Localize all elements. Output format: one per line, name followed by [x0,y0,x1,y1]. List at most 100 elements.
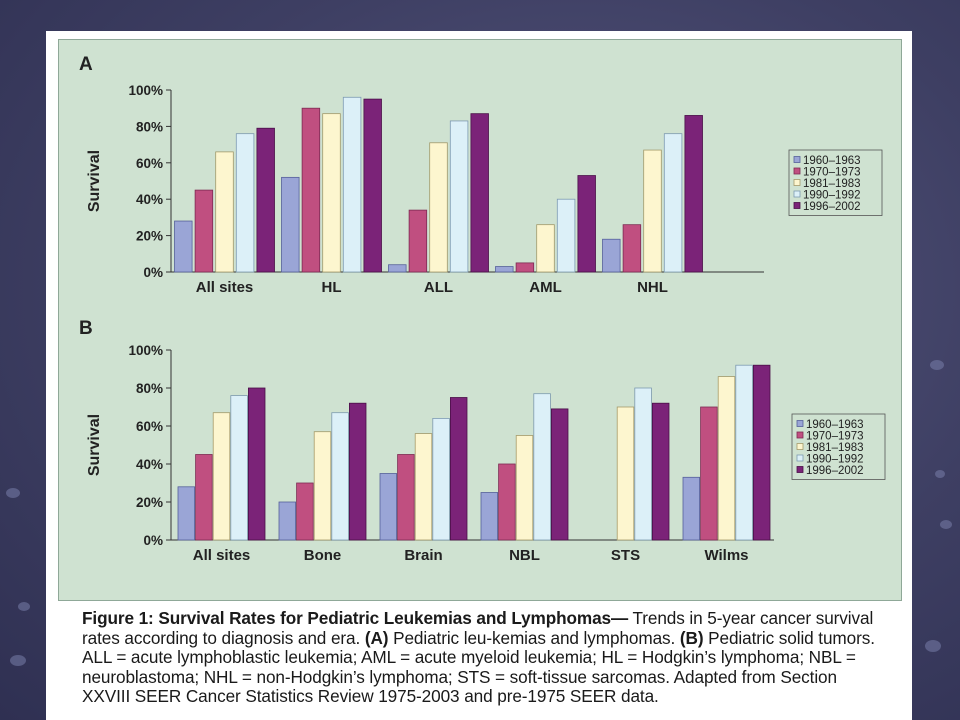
x-tick-label: Brain [404,547,442,564]
y-tick-label: 0% [143,265,163,280]
x-tick-label: NHL [637,279,668,296]
y-tick-label: 100% [128,343,163,358]
y-tick-label: 20% [136,495,163,510]
bar [408,209,428,273]
legend-label: 1990–1992 [803,190,861,202]
bar [556,198,576,273]
background-dot [925,640,941,652]
y-tick-label: 60% [136,419,163,434]
bar [682,476,701,541]
y-tick-label: 40% [136,192,163,207]
bar [498,463,516,541]
bar [363,98,382,273]
legend-box [791,413,886,480]
caption-body-3: Pediatric solid tumors. ALL = acute lymp… [82,627,875,707]
bar [414,433,433,541]
x-tick-label: Wilms [704,547,748,564]
bar [429,142,448,273]
x-tick-label: NBL [509,547,540,564]
legend-swatch [796,454,804,462]
background-dot [18,602,30,611]
bar [235,133,255,273]
legend-label: 1960–1963 [806,419,864,431]
y-tick-label: 80% [136,381,163,396]
background-dot [930,360,944,370]
legend-swatch [793,202,801,209]
y-tick-label: 20% [136,229,163,244]
bar [449,120,469,273]
bar [700,406,718,541]
x-tick-label: STS [611,547,640,564]
bar [397,454,415,541]
legend-label: 1996–2002 [806,465,864,477]
bar [495,266,514,273]
bar [230,395,248,541]
legend-swatch [793,167,801,175]
bar [256,127,275,273]
bar [602,238,621,273]
legend-swatch [796,443,804,450]
figure-caption: Figure 1: Survival Rates for Pediatric L… [82,608,882,707]
bar [301,107,321,273]
legend-label: 1996–2002 [803,201,861,213]
bar [616,406,635,541]
x-tick-label: HL [322,279,342,296]
bar [515,435,534,541]
caption-body-1: Trends in 5-year cancer survival rates a… [82,608,874,648]
legend-label: 1981–1983 [806,442,864,454]
bar [717,376,736,541]
x-tick-label: Bone [304,547,342,564]
bar [663,133,683,273]
bar [735,364,753,541]
bar [643,149,662,273]
bar [174,220,193,273]
bar [480,492,499,541]
bar [753,364,771,541]
bar [278,501,297,541]
slide: A 0% 20% 40% 60% 80% 100% Survival All sites HL AL… [46,31,912,720]
caption-dash: — [611,608,629,628]
background-dot [6,488,20,498]
bar [194,189,214,273]
bar [313,431,332,541]
panel-label: B [79,318,93,339]
x-tick-label: AML [529,279,562,296]
legend-label: 1981–1983 [803,178,861,190]
bar [536,224,555,273]
x-tick-label: All sites [196,279,254,296]
background-dot [940,520,952,529]
bar [215,151,234,273]
legend-label: 1990–1992 [806,454,864,466]
y-tick-label: 60% [136,156,163,171]
y-tick-label: 0% [143,533,163,548]
bar [195,454,213,541]
caption-label-a: (A) [364,627,389,648]
bar [652,402,670,541]
figure-panel: A 0% 20% 40% 60% 80% 100% Survival All sites HL AL… [58,39,902,601]
bar [281,176,300,273]
caption-title: Figure 1: Survival Rates for Pediatric L… [82,608,612,628]
background-dot [935,470,945,478]
figure-svg: A 0% 20% 40% 60% 80% 100% Survival All sites HL AL… [79,54,886,564]
legend-swatch [796,466,804,473]
legend-label: 1970–1973 [803,167,861,179]
bar [388,264,407,273]
bar [533,393,551,541]
bar [331,412,349,541]
y-axis-title: Survival [86,414,103,476]
bar [550,408,569,541]
bar [212,412,231,541]
legend-label: 1960–1963 [803,155,861,167]
x-tick-label: ALL [424,279,453,296]
bar [432,417,450,541]
background-dot [10,655,26,666]
legend-swatch [793,179,801,186]
legend-swatch [796,420,804,427]
legend-swatch [793,156,801,163]
bar [449,397,468,541]
bar [177,486,196,541]
bar [379,473,398,541]
bar [342,96,362,273]
bar [247,387,266,541]
y-tick-label: 100% [128,83,163,98]
